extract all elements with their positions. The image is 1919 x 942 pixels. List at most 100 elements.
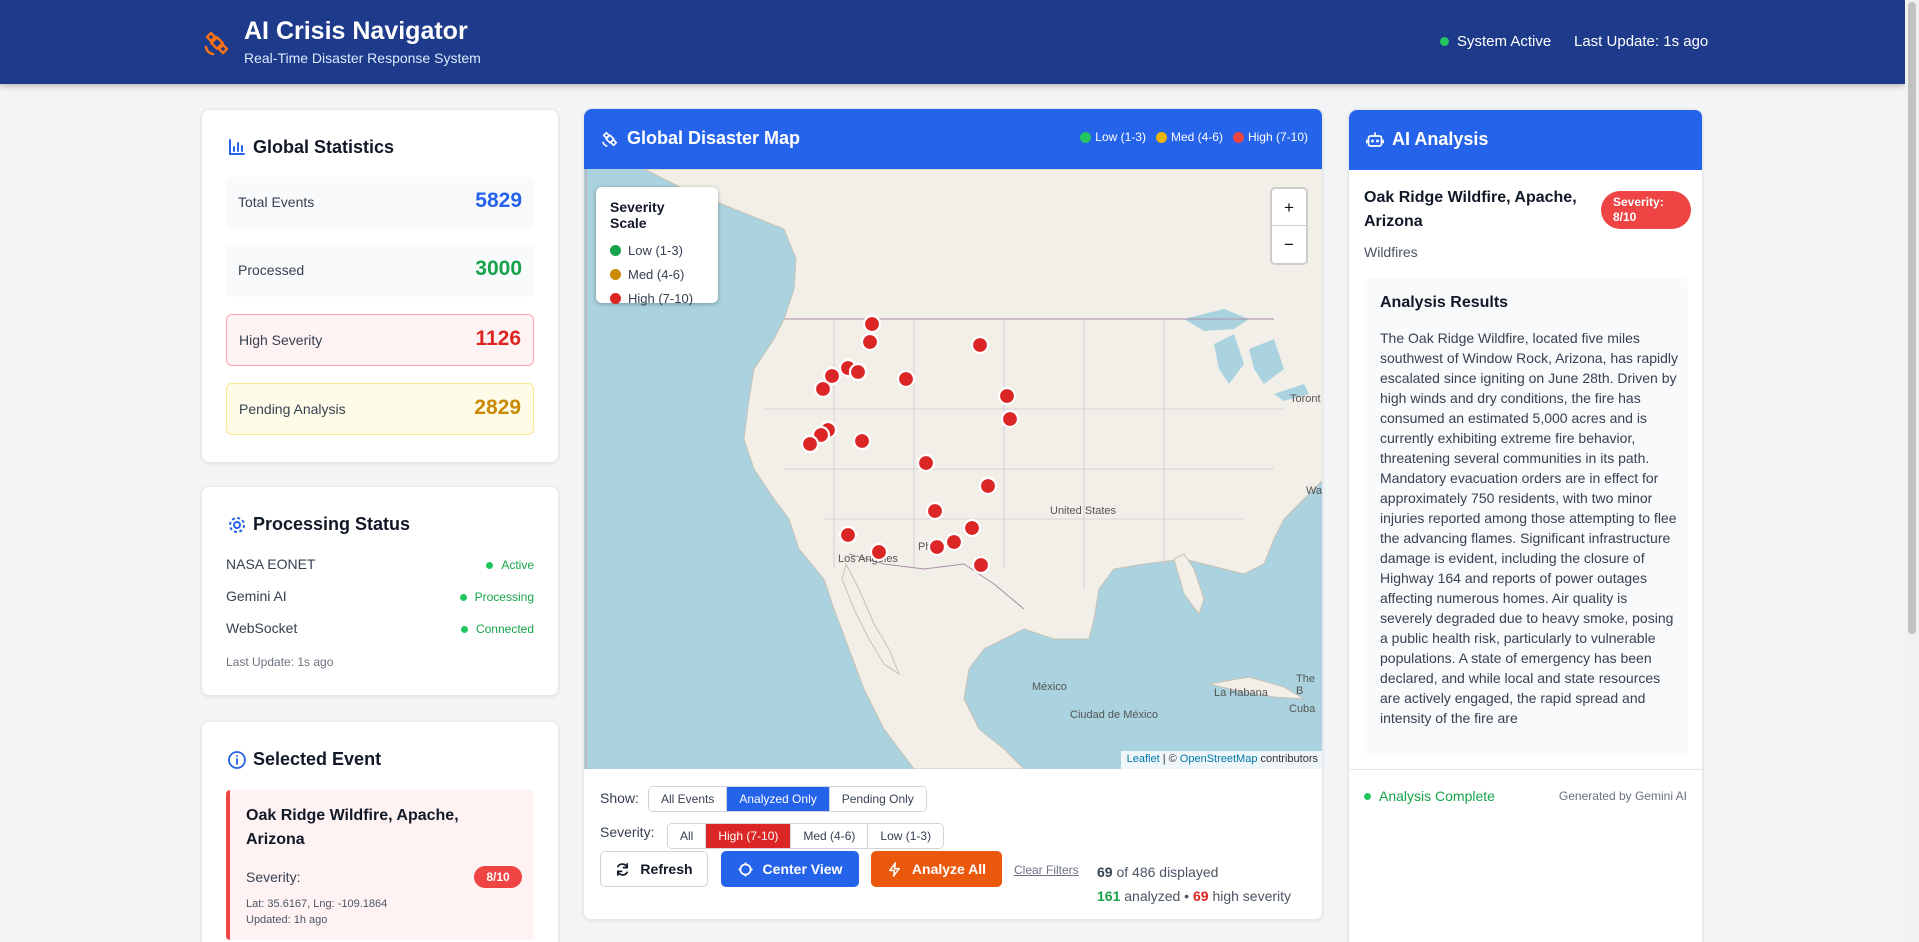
analysis-status-label: Analysis Complete (1379, 788, 1495, 804)
service-status: Active (486, 558, 534, 572)
high-text: high severity (1212, 888, 1292, 904)
event-marker (1000, 409, 1020, 429)
analysis-results-panel[interactable]: Analysis Results The Oak Ridge Wildfire,… (1364, 278, 1688, 756)
service-name: NASA EONET (226, 556, 316, 572)
severity-all[interactable]: All (668, 824, 707, 848)
event-marker (962, 518, 982, 538)
map-title: Global Disaster Map (627, 128, 801, 148)
zoom-in-button[interactable]: + (1272, 189, 1306, 226)
map-label: México (1032, 681, 1067, 693)
analyze-all-label: Analyze All (911, 861, 987, 877)
ai-severity-badge: Severity: 8/10 (1601, 191, 1691, 229)
gear-icon (229, 517, 245, 533)
map-label: The B (1296, 673, 1315, 697)
leaflet-link[interactable]: Leaflet (1126, 753, 1160, 765)
event-marker (860, 332, 880, 352)
app-title: AI Crisis Navigator (244, 17, 468, 45)
refresh-icon (617, 862, 629, 876)
system-status: System Active (1440, 33, 1551, 50)
scale-label: Low (1-3) (628, 242, 683, 258)
severity-badge: 8/10 (474, 866, 522, 888)
scale-row-low: Low (1-3) (610, 238, 704, 262)
event-marker (997, 386, 1017, 406)
map-label: Wa (1306, 485, 1323, 497)
generated-by: Generated by Gemini AI (1558, 789, 1687, 803)
map-label: Ph (918, 541, 932, 553)
stat-high-severity: High Severity 1126 (226, 314, 534, 366)
event-marker (916, 453, 936, 473)
event-marker (927, 537, 947, 557)
yellow-dot-icon (1155, 131, 1167, 143)
attribution-separator: | © (1162, 753, 1177, 765)
event-marker (813, 379, 833, 399)
status-dot-icon (1440, 37, 1449, 46)
stat-label: High Severity (239, 332, 323, 348)
satellite-icon (204, 31, 229, 56)
clear-filters-link[interactable]: Clear Filters (1014, 863, 1079, 877)
event-markers (800, 314, 1020, 575)
event-marker (800, 434, 820, 454)
ai-analysis-card: AI Analysis Oak Ridge Wildfire, Apache, … (1348, 109, 1703, 942)
selected-event-name: Oak Ridge Wildfire, Apache, Arizona (246, 807, 459, 848)
app-header: AI Crisis Navigator Real-Time Disaster R… (0, 0, 1905, 84)
stat-label: Pending Analysis (239, 401, 346, 417)
severity-med[interactable]: Med (4-6) (791, 824, 869, 848)
show-filter-group: All Events Analyzed Only Pending Only (648, 786, 927, 812)
severity-low[interactable]: Low (1-3) (868, 824, 944, 848)
legend-med: Med (4-6) (1155, 130, 1223, 144)
scale-label: Med (4-6) (628, 266, 685, 282)
map-label: Cuba (1289, 703, 1316, 715)
page-scrollbar[interactable] (1905, 0, 1919, 942)
event-marker (838, 525, 858, 545)
header-last-update: Last Update: 1s ago (1574, 33, 1709, 50)
high-number: 69 (1192, 888, 1209, 904)
event-marker (971, 555, 991, 575)
map-canvas[interactable]: United States Los Angeles México Ciudad … (584, 169, 1323, 769)
severity-high[interactable]: High (7-10) (706, 824, 792, 848)
yellow-dot-icon (610, 268, 621, 280)
openstreetmap-link[interactable]: OpenStreetMap (1179, 753, 1258, 765)
severity-filter-label: Severity: (600, 824, 655, 840)
filter-all-events[interactable]: All Events (649, 787, 728, 811)
selected-event-title: Selected Event (253, 749, 382, 769)
displayed-count: 69 of 486 displayed (1097, 864, 1218, 880)
scale-row-high: High (7-10) (610, 286, 704, 310)
severity-label: Severity: (246, 869, 301, 885)
filter-pending-only[interactable]: Pending Only (829, 787, 926, 811)
stat-value: 2829 (474, 396, 521, 419)
analyze-all-button[interactable]: Analyze All (871, 851, 1002, 887)
bar-chart-icon (229, 139, 245, 155)
processing-status-card: Processing Status NASA EONET Active Gemi… (201, 486, 559, 696)
analyzed-number: 161 (1097, 888, 1121, 904)
event-marker (862, 314, 882, 334)
filter-analyzed-only[interactable]: Analyzed Only (727, 787, 830, 811)
disaster-map-card: Global Disaster Map Low (1-3) Med (4-6) … (583, 108, 1323, 920)
center-view-button[interactable]: Center View (721, 851, 859, 887)
stat-label: Total Events (238, 194, 315, 210)
status-dot-icon (459, 593, 467, 601)
displayed-number: 69 (1097, 864, 1113, 880)
selected-event-detail[interactable]: Oak Ridge Wildfire, Apache, Arizona Seve… (226, 790, 534, 940)
service-name: Gemini AI (226, 588, 287, 604)
scrollbar-thumb[interactable] (1908, 2, 1916, 634)
red-dot-icon (610, 292, 621, 304)
status-dot-icon (486, 561, 494, 569)
zoom-out-button[interactable]: − (1284, 235, 1294, 254)
service-status-label: Connected (475, 622, 534, 636)
refresh-button[interactable]: Refresh (600, 851, 708, 887)
center-view-label: Center View (762, 861, 843, 877)
crosshair-icon (738, 861, 753, 877)
legend-low: Low (1-3) (1080, 130, 1146, 144)
satellite-icon (602, 131, 618, 147)
service-status-label: Active (501, 558, 534, 572)
event-marker (822, 366, 842, 386)
ai-event-name: Oak Ridge Wildfire, Apache, Arizona (1364, 189, 1577, 230)
map-label: Ciudad de México (1070, 709, 1159, 721)
lightning-icon (888, 861, 900, 877)
ai-analysis-header: AI Analysis (1349, 110, 1702, 170)
statistics-title: Global Statistics (253, 137, 395, 157)
event-marker (925, 501, 945, 521)
event-marker (869, 542, 889, 562)
map-header-legend: Low (1-3) Med (4-6) High (7-10) (1080, 130, 1308, 144)
status-dot-icon (460, 625, 468, 633)
